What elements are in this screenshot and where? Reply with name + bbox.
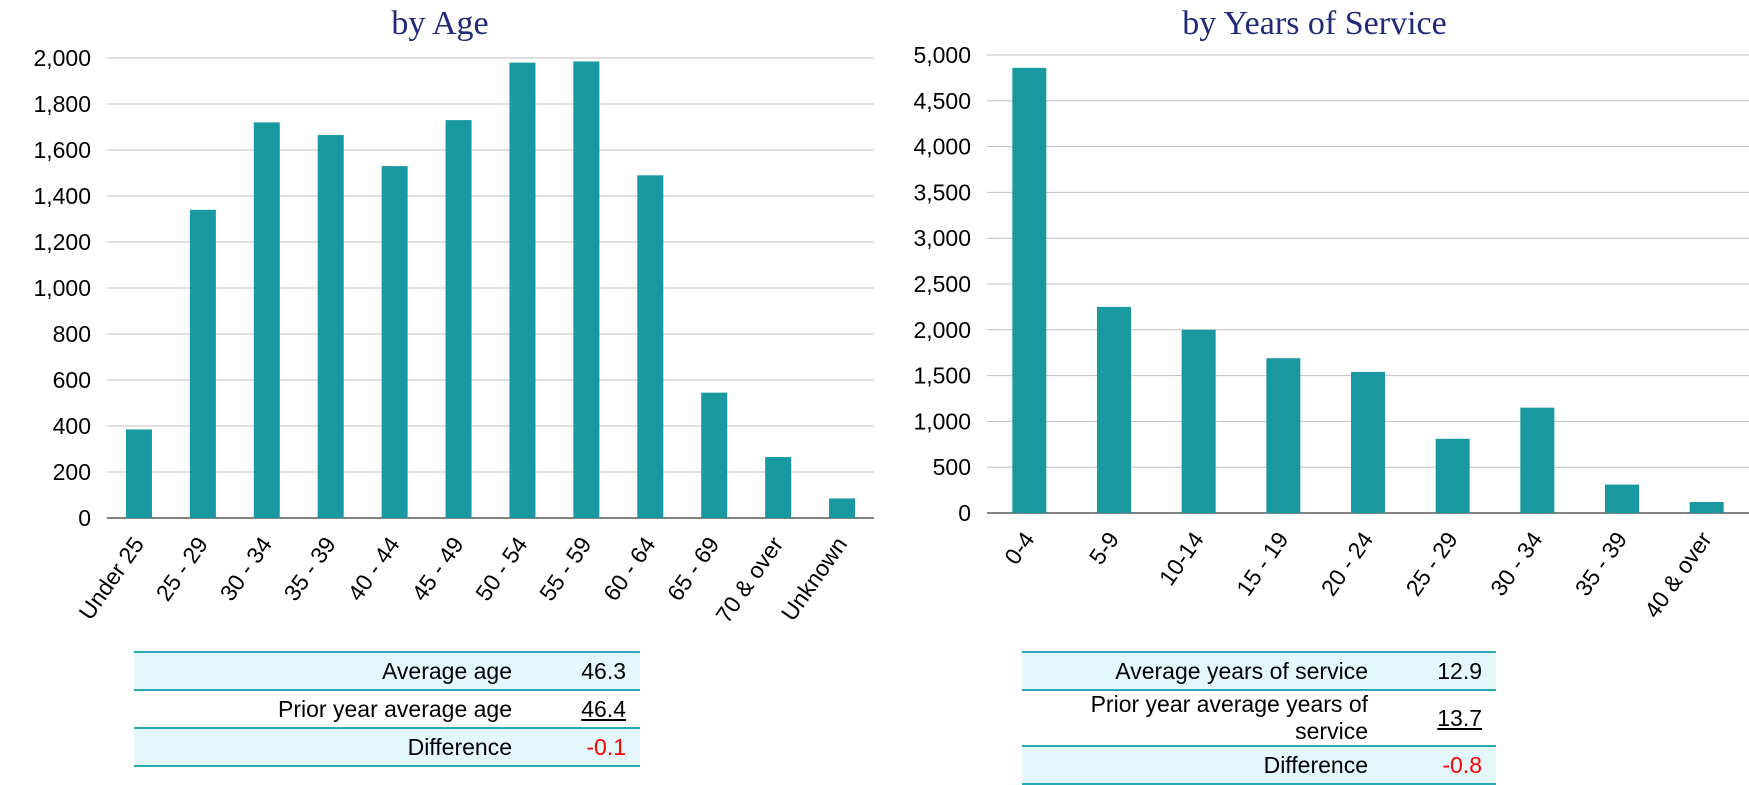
x-tick-label: 35 - 39 xyxy=(278,532,340,606)
y-tick-label: 200 xyxy=(53,459,91,485)
bar xyxy=(1181,329,1216,513)
y-tick-label: 4,000 xyxy=(913,134,971,160)
x-tick-label: 25 - 29 xyxy=(151,532,213,606)
y-tick-label: 500 xyxy=(933,454,971,480)
x-tick-label: Under 25 xyxy=(73,532,149,624)
table-row: Prior year average age 46.4 xyxy=(134,690,640,728)
y-tick-label: 3,000 xyxy=(913,225,971,251)
x-tick-label: 25 - 29 xyxy=(1400,527,1462,601)
y-tick-label: 0 xyxy=(958,500,971,526)
y-tick-label: 1,000 xyxy=(33,275,91,301)
service-difference-label: Difference xyxy=(1263,751,1368,778)
table-row: Difference -0.1 xyxy=(134,728,640,766)
bar xyxy=(317,135,344,519)
table-row: Average age 46.3 xyxy=(134,652,640,690)
age-chart-panel: by Age 0 200 400 600 800 1,000 1,200 1,400 1,600… xyxy=(0,0,880,767)
average-age-value: 46.3 xyxy=(581,657,626,684)
bar xyxy=(125,429,152,518)
bar xyxy=(1689,502,1724,513)
bar xyxy=(381,166,408,518)
y-tick-label: 600 xyxy=(53,367,91,393)
table-row: Difference -0.8 xyxy=(1022,746,1496,784)
y-tick-label: 3,500 xyxy=(913,179,971,205)
y-tick-label: 1,600 xyxy=(33,137,91,163)
service-difference-value: -0.8 xyxy=(1442,751,1482,778)
prior-year-average-age-value: 46.4 xyxy=(581,695,626,722)
y-tick-label: 4,500 xyxy=(913,88,971,114)
age-bar-chart: 0 200 400 600 800 1,000 1,200 1,400 1,600 1,800 2,… xyxy=(33,45,874,628)
y-tick-label: 2,500 xyxy=(913,271,971,297)
service-bar-chart: 0 500 1,000 1,500 2,000 2,500 3,000 3,500 4,000 4… xyxy=(913,42,1749,623)
y-tick-label: 1,000 xyxy=(913,408,971,434)
x-tick-label: 40 & over xyxy=(1639,527,1717,623)
bar xyxy=(1012,67,1047,513)
y-tick-label: 1,200 xyxy=(33,229,91,255)
bar xyxy=(445,120,472,518)
y-tick-label: 5,000 xyxy=(913,42,971,68)
prior-year-average-age-label: Prior year average age xyxy=(278,695,512,722)
bar xyxy=(1097,306,1131,513)
bar xyxy=(253,122,280,519)
y-tick-label: 1,800 xyxy=(33,91,91,117)
y-tick-label: 2,000 xyxy=(913,317,971,343)
age-summary-table: Average age 46.3 Prior year average age … xyxy=(134,651,640,767)
x-tick-label: 35 - 39 xyxy=(1570,527,1632,601)
x-tick-label: 0-4 xyxy=(999,527,1039,569)
service-chart-panel: by Years of Service 0 500 1,000 1,500 2,000 2… xyxy=(880,0,1749,784)
y-tick-label: 1,400 xyxy=(33,183,91,209)
x-tick-label: 10-14 xyxy=(1154,527,1209,590)
y-tick-label: 0 xyxy=(78,505,91,531)
table-row: Prior year average years of service 13.7 xyxy=(1022,690,1496,746)
bar xyxy=(637,175,664,519)
x-tick-label: 30 - 34 xyxy=(1485,527,1547,601)
x-tick-label: Unknown xyxy=(776,532,852,625)
prior-year-average-service-label: Prior year average years of service xyxy=(1090,691,1368,744)
table-row: Average years of service 12.9 xyxy=(1022,652,1496,690)
x-tick-label: 20 - 24 xyxy=(1316,527,1378,601)
x-tick-label: 15 - 19 xyxy=(1231,527,1293,601)
y-tick-label: 400 xyxy=(53,413,91,439)
average-service-value: 12.9 xyxy=(1437,657,1482,684)
average-service-label: Average years of service xyxy=(1115,657,1368,684)
bar xyxy=(1435,438,1470,513)
x-tick-label: 40 - 44 xyxy=(342,532,404,606)
bar xyxy=(189,209,216,519)
bar xyxy=(1520,407,1555,513)
bar xyxy=(1351,371,1385,513)
x-tick-label: 5-9 xyxy=(1084,527,1124,569)
bar xyxy=(1605,484,1639,513)
average-age-label: Average age xyxy=(381,657,512,684)
y-tick-label: 800 xyxy=(53,321,91,347)
age-difference-label: Difference xyxy=(407,733,512,760)
y-tick-label: 2,000 xyxy=(33,45,91,71)
bar xyxy=(1266,358,1301,513)
x-tick-label: 55 - 59 xyxy=(534,532,596,606)
age-chart-title: by Age xyxy=(391,5,489,42)
service-chart-title: by Years of Service xyxy=(1182,5,1447,42)
x-tick-label: 45 - 49 xyxy=(406,532,468,606)
bar xyxy=(509,62,536,518)
x-tick-label: 60 - 64 xyxy=(598,532,660,606)
x-tick-label: 65 - 69 xyxy=(662,532,724,606)
bar xyxy=(701,392,728,518)
bar xyxy=(765,457,792,518)
x-tick-label: 30 - 34 xyxy=(215,532,277,606)
age-difference-value: -0.1 xyxy=(586,733,626,760)
bar xyxy=(573,61,600,518)
x-tick-label: 50 - 54 xyxy=(470,532,532,606)
prior-year-average-service-value: 13.7 xyxy=(1437,704,1482,731)
y-tick-label: 1,500 xyxy=(913,363,971,389)
bar xyxy=(829,498,856,518)
